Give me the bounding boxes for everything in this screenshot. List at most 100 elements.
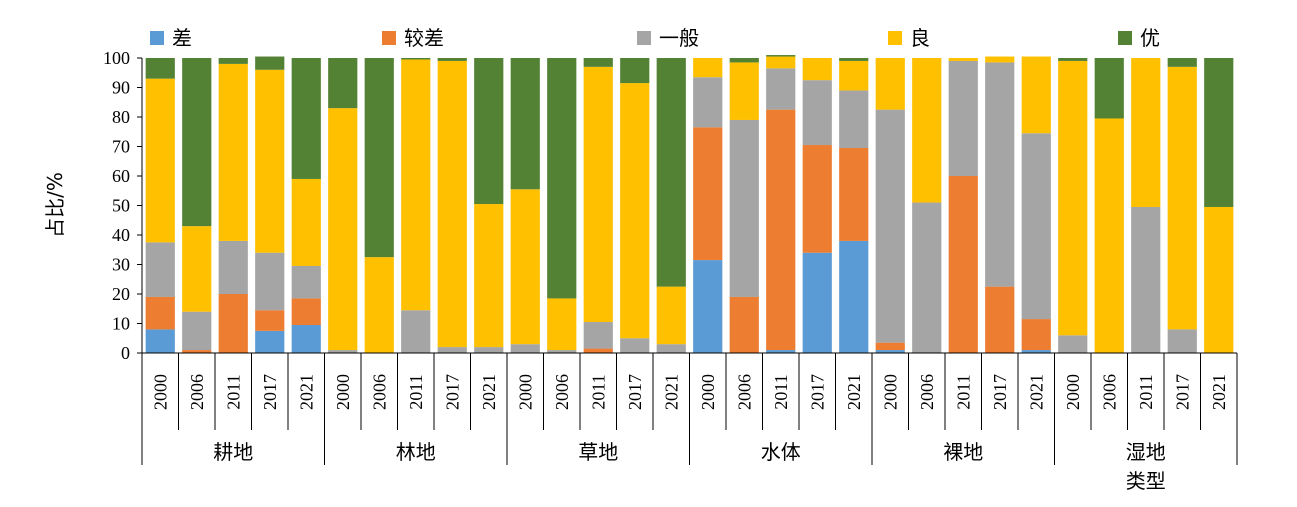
bar-segment-林地-2006-良 bbox=[364, 257, 394, 354]
bar-segment-裸地-2011-较差 bbox=[948, 176, 978, 353]
bar-segment-水体-2011-差 bbox=[766, 350, 796, 353]
x-tick-label-草地-2011: 2011 bbox=[588, 374, 608, 409]
bar-segment-湿地-2000-优 bbox=[1058, 58, 1088, 61]
bar-segment-裸地-2021-良 bbox=[1021, 56, 1051, 134]
bar-segment-耕地-2011-良 bbox=[218, 63, 248, 241]
bar-segment-裸地-2006-一般 bbox=[912, 202, 942, 353]
bar-segment-湿地-2011-一般 bbox=[1131, 206, 1161, 353]
bar-segment-水体-2021-较差 bbox=[839, 147, 869, 241]
bar-segment-草地-2017-良 bbox=[620, 83, 650, 339]
bar-segment-耕地-2006-一般 bbox=[182, 311, 212, 351]
x-tick-label-草地-2021: 2021 bbox=[661, 374, 681, 410]
bar-segment-裸地-2006-良 bbox=[912, 58, 942, 203]
bar-segment-耕地-2021-差 bbox=[291, 324, 321, 353]
x-tick-label-水体-2011: 2011 bbox=[771, 374, 791, 409]
bar-segment-耕地-2000-良 bbox=[145, 78, 175, 243]
bar-segment-草地-2000-优 bbox=[510, 58, 540, 190]
bar-segment-林地-2000-优 bbox=[328, 58, 358, 109]
bar-segment-草地-2021-良 bbox=[656, 286, 686, 345]
x-tick-label-湿地-2006: 2006 bbox=[1099, 374, 1119, 410]
bar-segment-耕地-2011-一般 bbox=[218, 240, 248, 294]
bar-segment-水体-2011-良 bbox=[766, 56, 796, 69]
group-label-裸地: 裸地 bbox=[943, 440, 983, 464]
bar-segment-林地-2017-优 bbox=[437, 58, 467, 61]
x-tick-label-湿地-2011: 2011 bbox=[1136, 374, 1156, 409]
group-label-草地: 草地 bbox=[578, 440, 618, 464]
legend-label-差: 差 bbox=[172, 26, 192, 50]
bar-segment-耕地-2017-较差 bbox=[255, 310, 285, 331]
bar-segment-草地-2011-一般 bbox=[583, 322, 613, 349]
legend-swatch-优 bbox=[1118, 31, 1132, 45]
x-tick-label-裸地-2017: 2017 bbox=[990, 374, 1010, 410]
bar-segment-裸地-2011-一般 bbox=[948, 60, 978, 177]
bar-segment-耕地-2000-较差 bbox=[145, 296, 175, 330]
bar-segment-水体-2006-良 bbox=[729, 62, 759, 120]
x-tick-label-裸地-2000: 2000 bbox=[880, 374, 900, 410]
y-tick-label-10: 10 bbox=[112, 314, 130, 334]
x-tick-label-草地-2000: 2000 bbox=[515, 374, 535, 410]
bar-segment-草地-2011-优 bbox=[583, 58, 613, 67]
bar-segment-水体-2011-优 bbox=[766, 55, 796, 57]
bar-segment-水体-2006-优 bbox=[729, 58, 759, 63]
bar-segment-林地-2006-优 bbox=[364, 58, 394, 258]
bar-segment-水体-2021-差 bbox=[839, 240, 869, 353]
x-tick-label-裸地-2006: 2006 bbox=[917, 374, 937, 410]
group-label-林地: 林地 bbox=[396, 440, 436, 464]
bar-segment-林地-2021-一般 bbox=[474, 347, 504, 353]
x-tick-label-水体-2000: 2000 bbox=[698, 374, 718, 410]
x-tick-label-裸地-2021: 2021 bbox=[1026, 374, 1046, 410]
x-tick-label-耕地-2006: 2006 bbox=[187, 374, 207, 410]
bar-segment-草地-2006-良 bbox=[547, 298, 577, 351]
bar-segment-裸地-2017-良 bbox=[985, 56, 1015, 63]
bar-segment-裸地-2000-较差 bbox=[875, 342, 905, 351]
bar-segment-湿地-2021-优 bbox=[1204, 58, 1234, 207]
bar-segment-湿地-2011-良 bbox=[1131, 58, 1161, 207]
bar-segment-林地-2017-良 bbox=[437, 60, 467, 348]
x-tick-label-水体-2021: 2021 bbox=[844, 374, 864, 410]
bar-segment-裸地-2000-差 bbox=[875, 350, 905, 353]
group-label-湿地: 湿地 bbox=[1126, 440, 1166, 464]
bar-segment-林地-2011-一般 bbox=[401, 310, 431, 353]
group-label-水体: 水体 bbox=[761, 440, 801, 464]
y-tick-label-30: 30 bbox=[112, 255, 130, 275]
x-tick-label-水体-2006: 2006 bbox=[734, 374, 754, 410]
bar-segment-水体-2006-一般 bbox=[729, 119, 759, 297]
bar-segment-湿地-2006-良 bbox=[1094, 118, 1124, 353]
bar-segment-水体-2017-一般 bbox=[802, 80, 832, 146]
bar-segment-耕地-2021-优 bbox=[291, 58, 321, 179]
y-tick-label-80: 80 bbox=[112, 107, 130, 127]
bar-segment-耕地-2021-良 bbox=[291, 178, 321, 266]
bar-segment-耕地-2017-差 bbox=[255, 330, 285, 354]
x-tick-label-水体-2017: 2017 bbox=[807, 374, 827, 410]
bar-segment-水体-2017-差 bbox=[802, 252, 832, 353]
bar-segment-水体-2000-差 bbox=[693, 260, 723, 353]
bar-segment-草地-2017-优 bbox=[620, 58, 650, 84]
bar-segment-水体-2017-较差 bbox=[802, 145, 832, 253]
y-tick-label-60: 60 bbox=[112, 166, 130, 186]
x-tick-label-林地-2011: 2011 bbox=[406, 374, 426, 409]
bar-segment-水体-2000-较差 bbox=[693, 127, 723, 261]
legend-label-良: 良 bbox=[910, 26, 930, 50]
bar-segment-草地-2006-一般 bbox=[547, 350, 577, 353]
bar-segment-草地-2021-优 bbox=[656, 58, 686, 287]
bar-segment-水体-2000-良 bbox=[693, 58, 723, 78]
bar-segment-湿地-2000-良 bbox=[1058, 60, 1088, 336]
bar-segment-裸地-2000-良 bbox=[875, 58, 905, 110]
bar-segment-裸地-2021-一般 bbox=[1021, 133, 1051, 320]
bar-segment-草地-2011-良 bbox=[583, 66, 613, 323]
legend-swatch-一般 bbox=[637, 31, 651, 45]
x-tick-label-裸地-2011: 2011 bbox=[953, 374, 973, 409]
y-tick-label-70: 70 bbox=[112, 137, 130, 157]
bar-segment-水体-2011-较差 bbox=[766, 109, 796, 351]
bar-segment-裸地-2021-较差 bbox=[1021, 319, 1051, 351]
y-tick-label-50: 50 bbox=[112, 196, 130, 216]
bar-segment-林地-2011-良 bbox=[401, 59, 431, 311]
bar-segment-草地-2000-良 bbox=[510, 189, 540, 345]
bar-segment-水体-2017-良 bbox=[802, 58, 832, 81]
bar-segment-耕地-2000-优 bbox=[145, 58, 175, 79]
bar-segment-湿地-2000-一般 bbox=[1058, 335, 1088, 353]
y-axis-title: 占比/% bbox=[43, 172, 67, 238]
bar-segment-耕地-2006-优 bbox=[182, 58, 212, 227]
legend-swatch-差 bbox=[150, 31, 164, 45]
